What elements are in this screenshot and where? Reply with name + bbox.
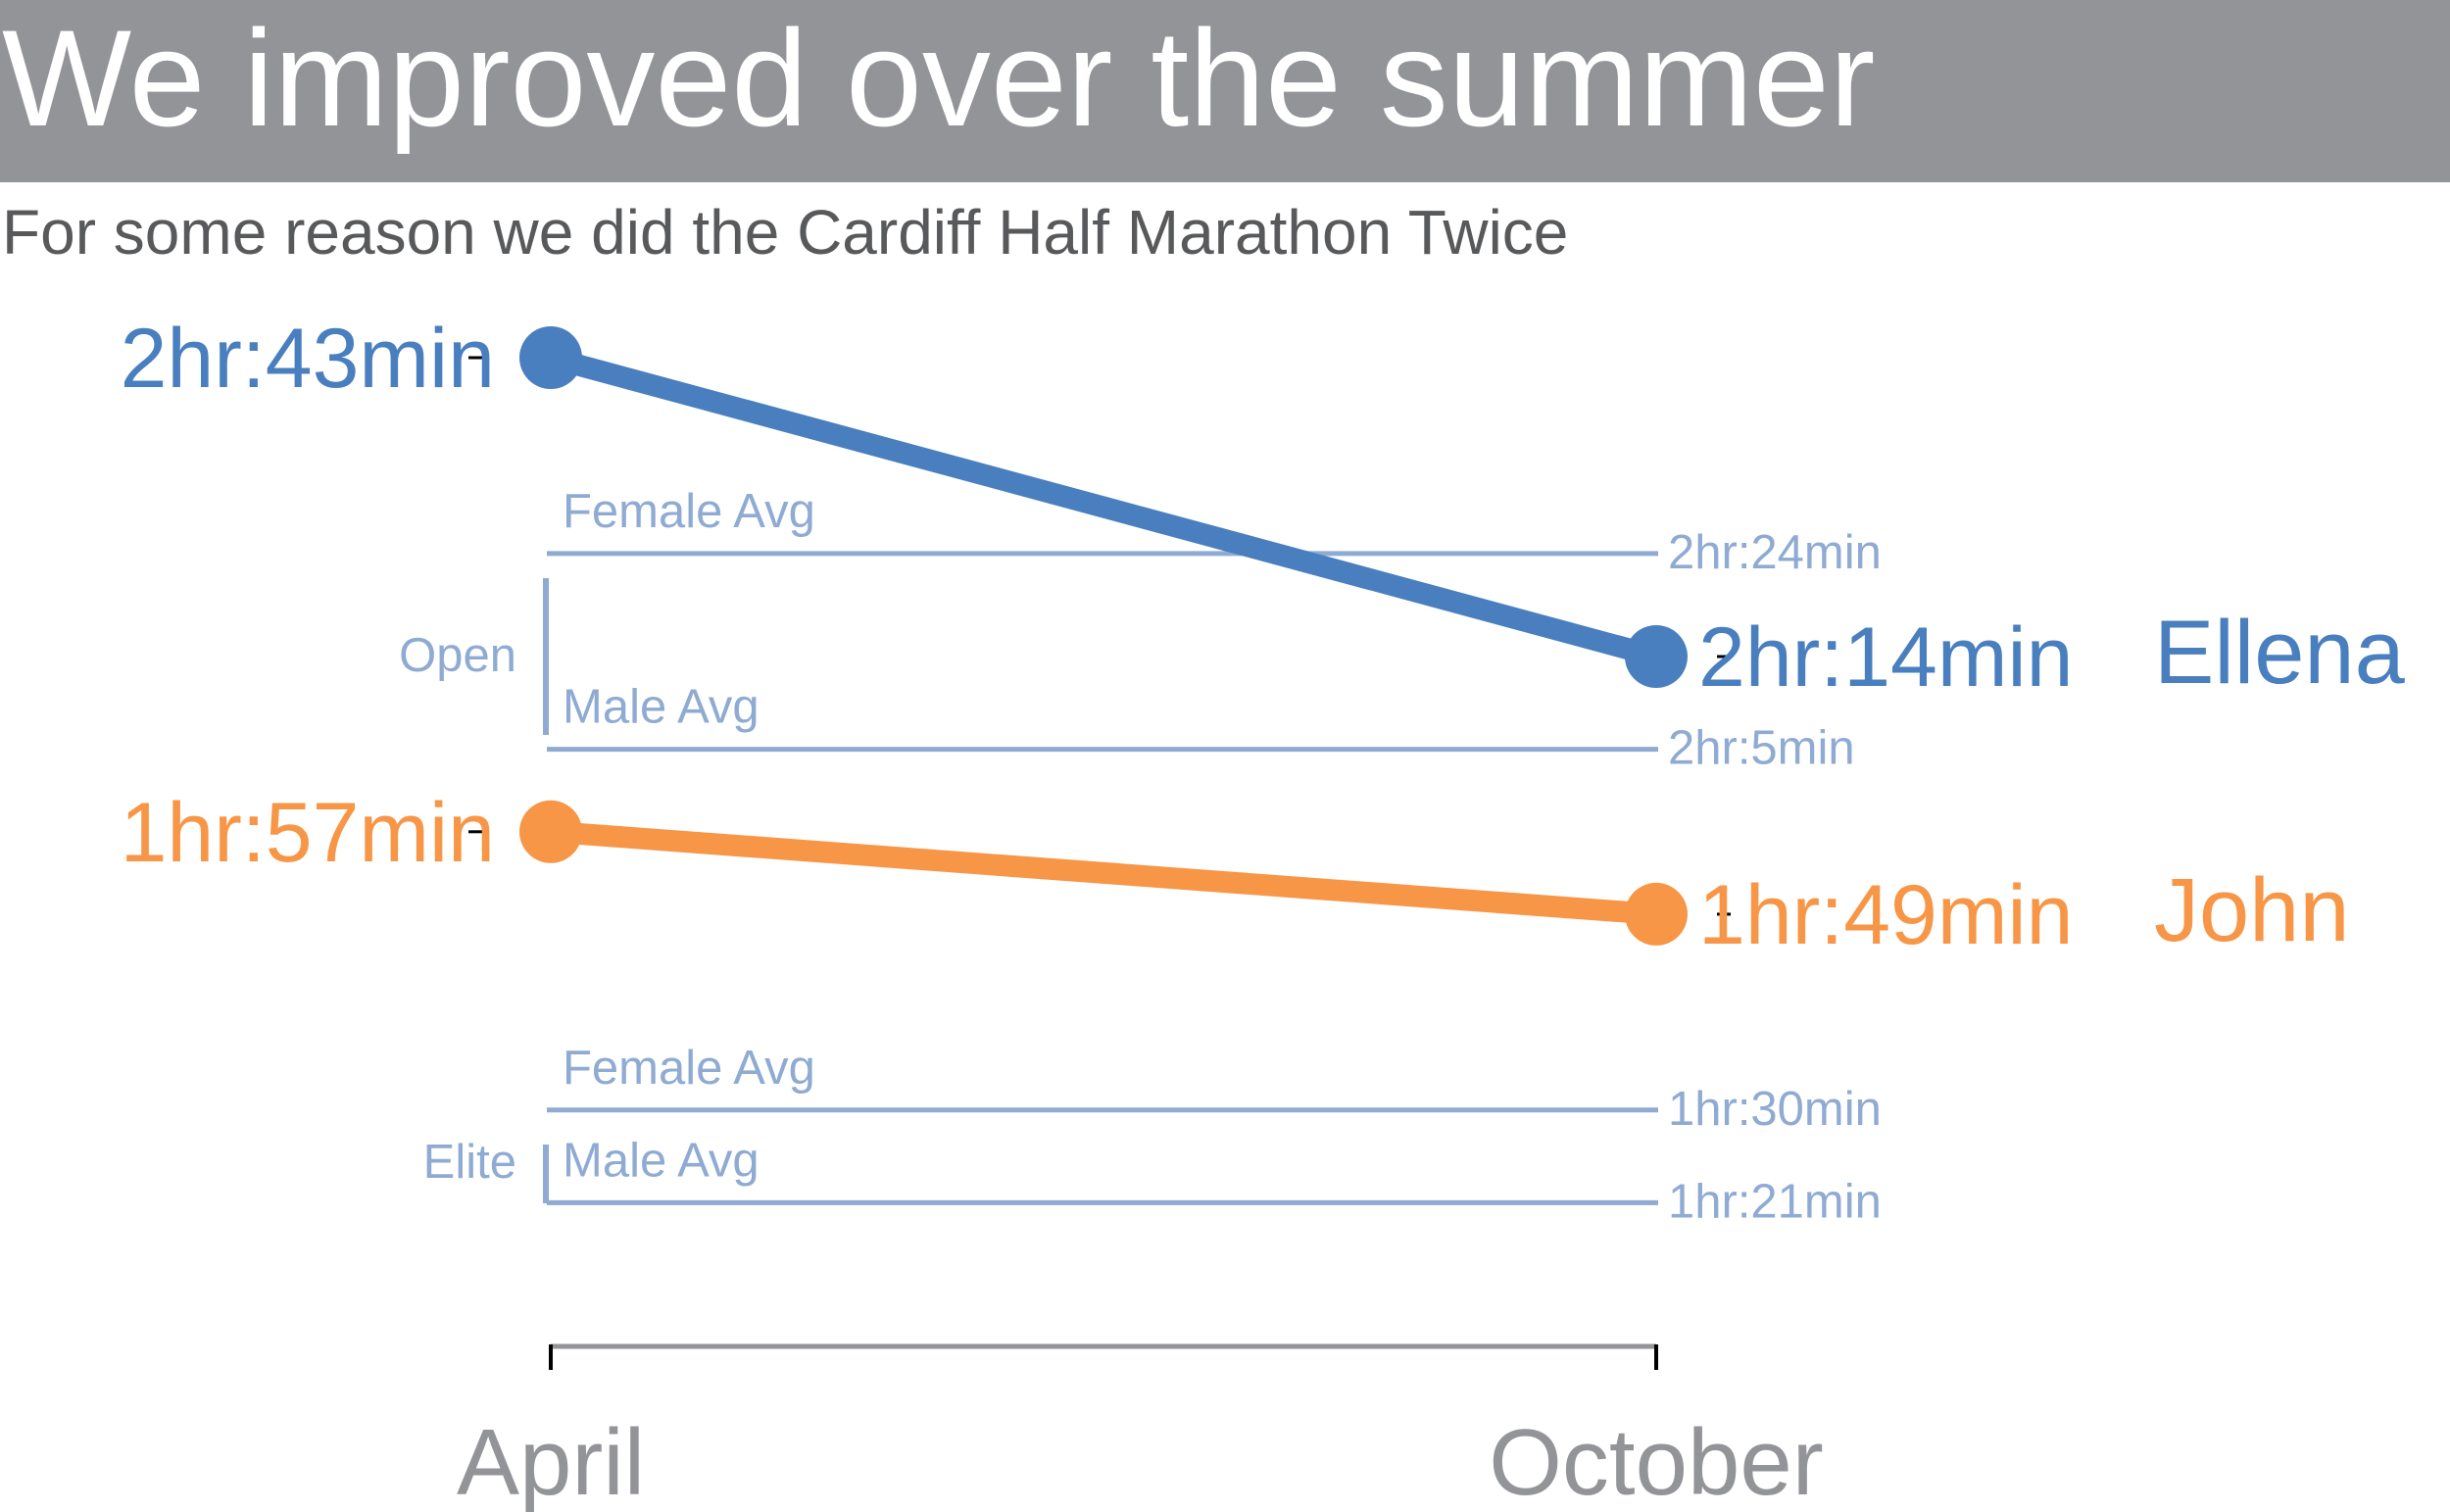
data-point-john-october (1625, 882, 1688, 946)
reference-line-name: Female Avg (563, 1042, 815, 1095)
value-label-ellena-april: 2hr:43min (121, 312, 495, 406)
data-point-ellena-april (519, 326, 582, 389)
title-banner: We improved over the summer (0, 0, 2450, 182)
reference-group-label: Elite (423, 1136, 516, 1189)
series-name-label-john: John (2154, 860, 2350, 960)
reference-line-value-label: 2hr:24min (1668, 526, 1882, 579)
reference-line-name: Male Avg (563, 1134, 760, 1187)
value-label-john-october: 1hr:49min (1698, 868, 2073, 962)
reference-group-label: Open (399, 629, 516, 682)
data-point-john-april (519, 800, 582, 863)
data-point-ellena-october (1625, 625, 1688, 688)
series-name-label-ellena: Ellena (2154, 603, 2406, 703)
x-axis-tick-label: October (1489, 1410, 1823, 1512)
reference-line-name: Male Avg (563, 681, 760, 734)
x-axis-tick-label: April (457, 1410, 645, 1512)
reference-line-value-label: 1hr:30min (1668, 1083, 1882, 1136)
series-line-ellena (548, 347, 1659, 667)
value-label-john-april: 1hr:57min (121, 786, 495, 880)
reference-line-name: Female Avg (563, 485, 815, 538)
series-line-john (550, 820, 1657, 925)
reference-line-value-label: 1hr:21min (1668, 1175, 1882, 1228)
reference-line-value-label: 2hr:5min (1668, 722, 1855, 775)
chart-title: We improved over the summer (2, 1, 1876, 155)
value-label-ellena-october: 2hr:14min (1698, 610, 2073, 705)
chart-subtitle: For some reason we did the Cardiff Half … (2, 197, 1569, 268)
